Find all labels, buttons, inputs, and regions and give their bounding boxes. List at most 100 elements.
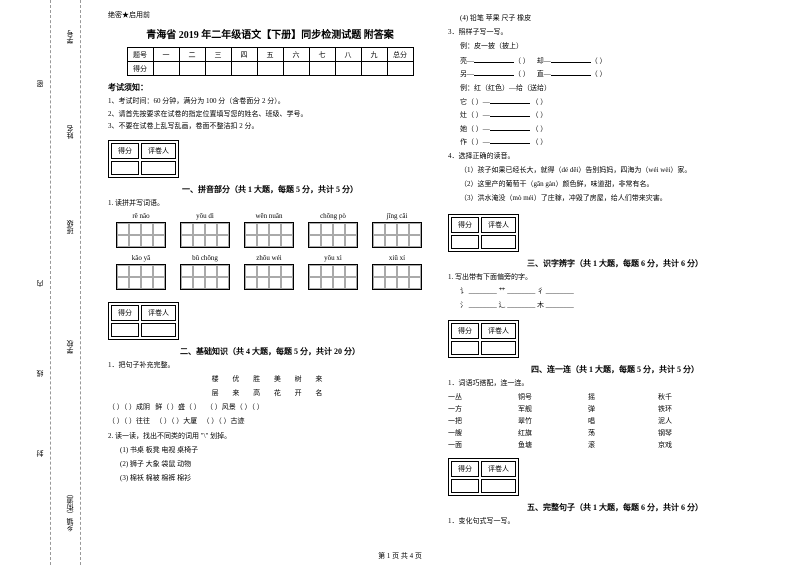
s2-q3-l5: 她（ ）— （ ） [460, 124, 782, 135]
sb4-c1: 得分 [451, 323, 479, 339]
sb5-c2: 评卷人 [481, 461, 516, 477]
side-mark-xian: 线 [35, 370, 45, 377]
score-h1: 一 [153, 48, 179, 62]
s2-q2: 2. 读一读，找出不同类的词用 "\" 划掉。 [108, 431, 432, 442]
score-v4[interactable] [231, 62, 257, 76]
exam-title: 青海省 2019 年二年级语文【下册】同步检测试题 附答案 [108, 26, 432, 41]
blank-5a[interactable] [490, 130, 530, 131]
section3-title: 三、识字辨字（共 1 大题，每题 6 分，共计 6 分） [448, 258, 782, 269]
sb1-v2[interactable] [141, 161, 176, 175]
match-r5: 一面鱼塘滚京戏 [448, 440, 782, 450]
blank-2a[interactable] [474, 75, 514, 76]
score-v6[interactable] [283, 62, 309, 76]
pinyin-row2: kǎo yā bǔ chōng zhōu wéi yōu xì xiū xí [116, 254, 432, 262]
py-1-2: yōu dì [180, 212, 230, 220]
s2-fill2: （ ）（ ）往往 （ ）（ ）大厦 （ ）（ ）古迹 [108, 416, 432, 427]
s2-f1a: （ ）（ ）成阴 [108, 403, 150, 411]
score-h9: 九 [361, 48, 387, 62]
m-2-1: 翠竹 [518, 416, 588, 426]
m-4-2: 滚 [588, 440, 658, 450]
m-0-2: 摇 [588, 392, 658, 402]
score-table: 题号 一 二 三 四 五 六 七 八 九 总分 得分 [127, 47, 414, 76]
s2-q2-1: (1) 书桌 板凳 电视 桌椅子 [120, 445, 432, 456]
s2-q3-l3: 它（ ）— （ ） [460, 97, 782, 108]
sb2-v1[interactable] [111, 323, 139, 337]
left-column: 绝密★启用前 青海省 2019 年二年级语文【下册】同步检测试题 附答案 题号 … [100, 10, 440, 531]
s2-q3-1a: 亮— [460, 57, 474, 65]
cg-2-4[interactable] [308, 264, 358, 290]
s2-q3-5b: （ ） [532, 125, 548, 133]
blank-1b[interactable] [551, 62, 591, 63]
side-label-banji: 班级 [65, 220, 75, 234]
score-v1[interactable] [153, 62, 179, 76]
blank-1a[interactable] [474, 62, 514, 63]
sb3-v1[interactable] [451, 235, 479, 249]
score-h3: 三 [205, 48, 231, 62]
sb2-c2: 评卷人 [141, 305, 176, 321]
binding-margin: 学号 姓名 班级 学校 乡镇（街道） 内 线 封 密 [10, 0, 90, 565]
cg-1-1[interactable] [116, 222, 166, 248]
s2-q4-3: （3）洪水淹没（mò méi）了庄稼，冲毁了房屋，给人们带来灾害。 [460, 193, 782, 204]
grid-row2 [116, 264, 432, 290]
s2-q3-l4: 灶（ ）— （ ） [460, 110, 782, 121]
score-v3[interactable] [205, 62, 231, 76]
s2-q3-3a: 它（ ）— [460, 98, 490, 106]
s2-f2a: （ ）（ ）往往 [108, 417, 150, 425]
s2-f1b: 鲜（ ）盛（ ） [155, 403, 201, 411]
s2-q3-6b: （ ） [532, 138, 548, 146]
cg-1-4[interactable] [308, 222, 358, 248]
s4-q1: 1．词语巧搭配，连一连。 [448, 378, 782, 389]
score-v8[interactable] [335, 62, 361, 76]
sb2-v2[interactable] [141, 323, 176, 337]
blank-2b[interactable] [551, 75, 591, 76]
score-h2: 二 [179, 48, 205, 62]
m-1-0: 一方 [448, 404, 518, 414]
sb4-v1[interactable] [451, 341, 479, 355]
score-v7[interactable] [309, 62, 335, 76]
score-h0: 题号 [127, 48, 153, 62]
page-content: 绝密★启用前 青海省 2019 年二年级语文【下册】同步检测试题 附答案 题号 … [100, 10, 790, 531]
m-4-0: 一面 [448, 440, 518, 450]
cg-2-3[interactable] [244, 264, 294, 290]
cg-2-1[interactable] [116, 264, 166, 290]
sb3-v2[interactable] [481, 235, 516, 249]
cg-1-5[interactable] [372, 222, 422, 248]
side-mark-nei: 内 [35, 280, 45, 287]
s2-line1: 楼 优 胜 美 树 来 [108, 374, 432, 385]
m-1-1: 军舰 [518, 404, 588, 414]
score-h7: 七 [309, 48, 335, 62]
side-label-xuehao: 学号 [65, 30, 75, 44]
score-v2[interactable] [179, 62, 205, 76]
sb1-v1[interactable] [111, 161, 139, 175]
blank-3a[interactable] [490, 103, 530, 104]
cg-2-5[interactable] [372, 264, 422, 290]
score-v10[interactable] [387, 62, 413, 76]
s3-line: 讠 ________ 艹 ________ 彳 ________ [460, 286, 782, 297]
score-v9[interactable] [361, 62, 387, 76]
m-3-0: 一艘 [448, 428, 518, 438]
py-2-1: kǎo yā [116, 254, 166, 262]
score-v5[interactable] [257, 62, 283, 76]
cg-1-3[interactable] [244, 222, 294, 248]
m-2-0: 一把 [448, 416, 518, 426]
sb4-v2[interactable] [481, 341, 516, 355]
s2-f2b: （ ）（ ）大厦 [155, 417, 197, 425]
sb5-v2[interactable] [481, 479, 516, 493]
sb5-v1[interactable] [451, 479, 479, 493]
s2-q3-l2: 另—（ ） 直—（ ） [460, 69, 782, 80]
s2-q2-4: (4) 铅笔 苹果 尺子 橡皮 [460, 13, 782, 24]
score-header-row: 题号 一 二 三 四 五 六 七 八 九 总分 [127, 48, 413, 62]
cg-2-2[interactable] [180, 264, 230, 290]
s2-q3-3b: （ ） [532, 98, 548, 106]
notice-title: 考试须知： [108, 82, 432, 93]
section4-title: 四、连一连（共 1 大题，每题 5 分，共计 5 分） [448, 364, 782, 375]
s2-q1: 1．把句子补充完整。 [108, 360, 432, 371]
match-r1: 一丛铜号摇秋千 [448, 392, 782, 402]
cg-1-2[interactable] [180, 222, 230, 248]
blank-6a[interactable] [490, 143, 530, 144]
side-mark-feng: 封 [35, 450, 45, 457]
sb4-c2: 评卷人 [481, 323, 516, 339]
blank-4a[interactable] [490, 116, 530, 117]
section2-title: 二、基础知识（共 4 大题，每题 5 分，共计 20 分） [108, 346, 432, 357]
match-r2: 一方军舰弹铁环 [448, 404, 782, 414]
